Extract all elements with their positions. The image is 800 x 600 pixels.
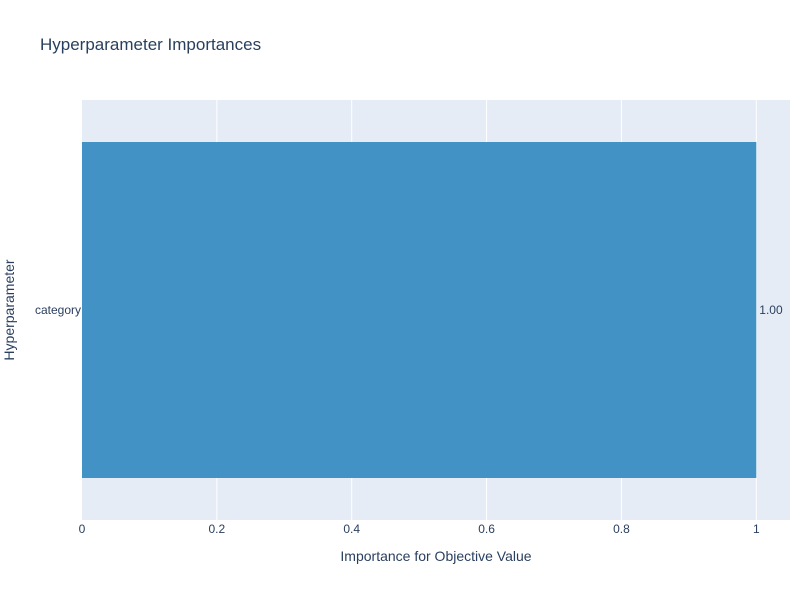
bar [82, 142, 757, 478]
x-tick-label: 0.2 [209, 522, 226, 536]
bar-value-labels: 1.00 [759, 303, 783, 317]
y-tick-labels: category [35, 303, 81, 317]
y-axis-label: Hyperparameter [1, 259, 17, 360]
x-tick-labels: 0 0.2 0.4 0.6 0.8 1 [79, 522, 760, 536]
bars [82, 142, 757, 478]
x-tick-label: 0.6 [478, 522, 495, 536]
chart-title: Hyperparameter Importances [40, 35, 261, 54]
bar-value-label: 1.00 [759, 303, 783, 317]
x-tick-label: 0.4 [343, 522, 360, 536]
x-tick-label: 1 [753, 522, 760, 536]
x-tick-label: 0 [79, 522, 86, 536]
x-tick-label: 0.8 [613, 522, 630, 536]
x-axis-label: Importance for Objective Value [340, 548, 531, 564]
y-tick-label: category [35, 303, 81, 317]
